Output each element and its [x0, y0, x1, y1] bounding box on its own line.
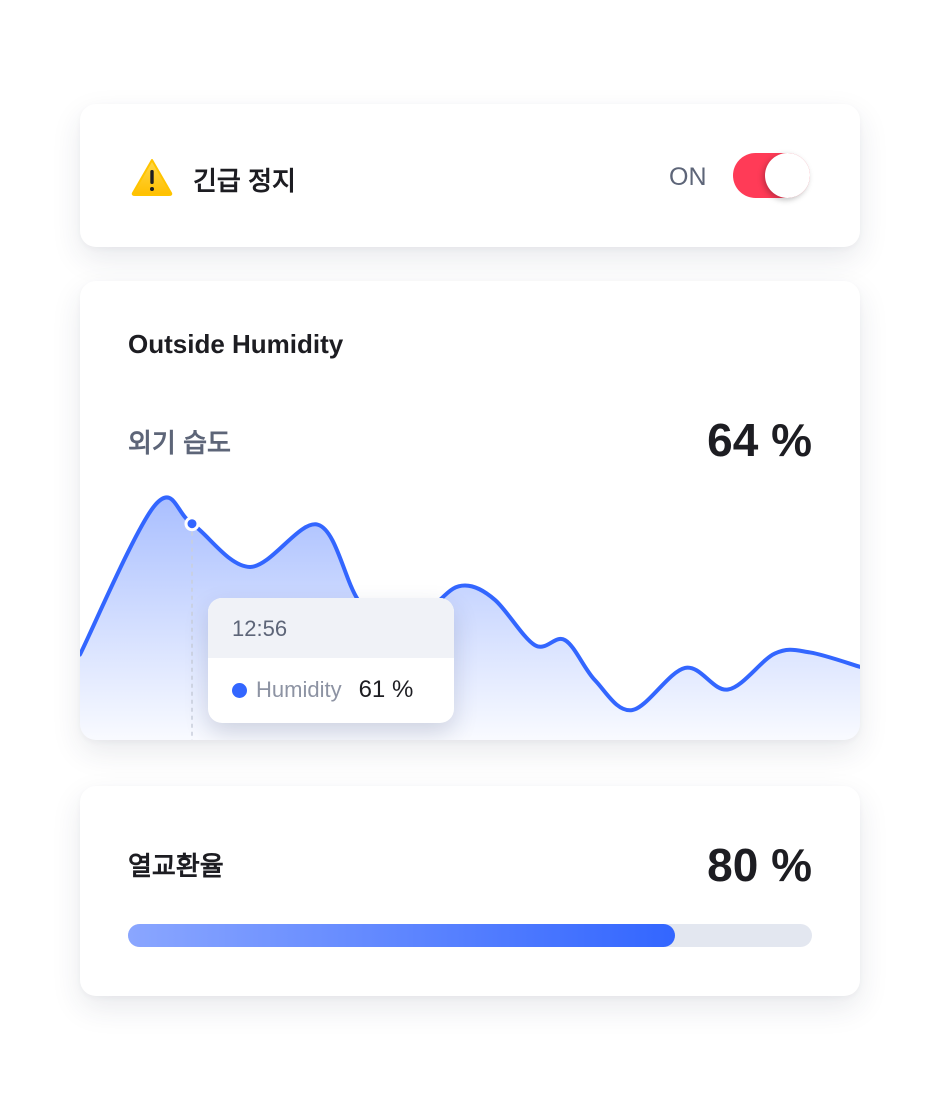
highlight-point — [184, 516, 200, 532]
series-dot-icon — [232, 682, 247, 698]
toggle-knob[interactable] — [765, 153, 810, 198]
heat-exchange-title: 열교환율 — [128, 851, 224, 881]
heat-exchange-progress-bar — [128, 924, 812, 947]
humidity-chart[interactable] — [80, 281, 860, 740]
humidity-area — [80, 497, 860, 740]
humidity-value: 64 % — [707, 414, 812, 466]
heat-exchange-value: 80 % — [707, 839, 812, 891]
humidity-card: Outside Humidity 외기 습도 64 % 12:56 Humidi… — [80, 281, 860, 740]
emergency-stop-toggle[interactable] — [733, 153, 810, 198]
progress-fill — [128, 924, 676, 947]
toggle-state-label: ON — [669, 163, 707, 191]
humidity-card-title: Outside Humidity — [128, 329, 344, 359]
emergency-stop-card: 긴급 정지 ON — [80, 104, 860, 247]
emergency-stop-title: 긴급 정지 — [193, 166, 296, 196]
tooltip-time: 12:56 — [208, 598, 454, 658]
humidity-line — [80, 495, 860, 713]
tooltip-series-label: Humidity — [256, 677, 342, 702]
humidity-subtitle: 외기 습도 — [128, 428, 231, 458]
chart-tooltip: 12:56 Humidity 61 % — [208, 598, 454, 723]
warning-icon — [131, 159, 173, 196]
tooltip-value: 61 % — [358, 676, 414, 703]
heat-exchange-card: 열교환율 80 % — [80, 786, 860, 996]
